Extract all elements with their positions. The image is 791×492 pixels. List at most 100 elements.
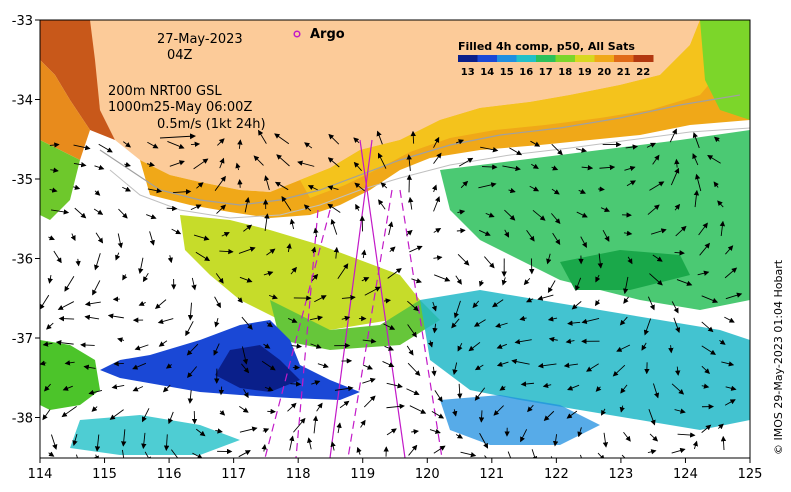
current-arrow: [433, 152, 442, 164]
current-arrow: [531, 163, 539, 169]
current-arrow: [577, 427, 583, 438]
current-arrow: [675, 225, 687, 237]
current-arrow: [473, 319, 486, 327]
current-arrow: [364, 286, 381, 296]
current-arrow: [595, 386, 602, 392]
current-arrow: [263, 343, 271, 349]
current-arrow: [243, 389, 249, 399]
current-arrow: [132, 362, 147, 370]
current-arrow: [142, 272, 149, 283]
current-arrow: [297, 160, 315, 167]
current-arrow: [509, 147, 523, 156]
current-vectors: [40, 128, 743, 458]
current-arrow: [701, 321, 714, 333]
current-arrow: [221, 232, 230, 237]
current-arrow: [303, 204, 312, 212]
current-arrow: [674, 158, 680, 168]
current-arrow: [641, 342, 647, 351]
current-arrow: [192, 452, 203, 458]
colorbar-swatches: [458, 55, 654, 62]
current-arrow: [327, 185, 339, 191]
current-arrow: [70, 233, 76, 242]
current-arrow: [580, 236, 587, 248]
current-arrow: [214, 317, 220, 328]
current-arrow: [619, 316, 628, 326]
current-arrow: [122, 274, 128, 281]
current-arrow: [508, 187, 516, 194]
current-arrow: [122, 186, 132, 192]
current-arrow: [581, 165, 594, 171]
current-arrow: [241, 363, 250, 374]
x-tick-label: 115: [92, 467, 117, 482]
current-arrow: [46, 322, 54, 330]
current-arrow: [310, 315, 324, 321]
current-arrow: [479, 433, 489, 449]
argo-marker-icon: [293, 30, 301, 38]
current-arrow: [496, 343, 508, 349]
current-arrow: [523, 277, 531, 286]
current-arrow: [214, 175, 226, 192]
current-arrow: [647, 449, 657, 455]
current-arrow: [53, 250, 62, 264]
current-arrow: [334, 385, 354, 392]
current-arrow: [337, 263, 349, 280]
y-axis: -33 -34 -35 -36 -37 -38: [12, 14, 40, 427]
y-tick-label: -33: [12, 14, 33, 29]
current-arrow: [537, 363, 557, 369]
x-tick-label: 120: [415, 467, 440, 482]
argo-label: Argo: [310, 27, 345, 42]
x-tick-label: 121: [479, 467, 504, 482]
current-arrow: [50, 209, 70, 215]
current-arrow: [409, 405, 427, 414]
current-arrow: [304, 142, 313, 149]
sst-south-scatter-2: [440, 395, 600, 445]
current-arrow: [40, 294, 50, 310]
current-arrow: [291, 343, 303, 349]
current-arrow: [671, 383, 685, 395]
current-arrow: [624, 165, 636, 172]
current-arrow: [75, 258, 81, 267]
current-arrow: [408, 196, 414, 210]
current-arrow: [481, 164, 498, 170]
current-arrow: [311, 273, 319, 281]
current-arrow: [98, 143, 113, 153]
current-arrow: [289, 218, 296, 230]
current-arrow: [602, 229, 610, 242]
current-arrow: [566, 410, 578, 419]
current-arrow: [147, 187, 163, 194]
current-arrow: [219, 157, 225, 169]
scale-arrow: [159, 133, 196, 140]
current-arrow: [154, 299, 167, 310]
current-arrow: [290, 266, 297, 275]
current-arrow: [165, 363, 172, 369]
current-arrow: [214, 296, 221, 309]
current-arrow: [707, 155, 721, 164]
current-arrow: [597, 186, 605, 192]
scale-label: 0.5m/s (1kt 24h): [157, 117, 266, 132]
current-arrow: [356, 446, 362, 455]
date-label: 27-May-2023: [157, 32, 243, 47]
current-arrow: [286, 243, 292, 253]
current-arrow: [193, 158, 209, 170]
sst-field: [40, 20, 750, 458]
current-arrow: [94, 190, 101, 196]
current-arrow: [58, 315, 75, 322]
colorbar-swatch: [555, 55, 576, 62]
current-arrow: [219, 409, 226, 416]
x-tick-label: 125: [738, 467, 763, 482]
current-arrow: [166, 205, 178, 212]
current-arrow: [526, 230, 535, 242]
current-arrow: [117, 337, 125, 343]
current-arrow: [195, 428, 206, 437]
current-arrow: [330, 441, 336, 451]
current-arrow: [264, 386, 274, 392]
current-arrow: [215, 273, 224, 284]
current-arrow: [408, 444, 418, 456]
current-arrow: [121, 429, 127, 447]
current-arrow: [411, 428, 419, 435]
current-arrow: [650, 228, 667, 235]
current-arrow: [724, 267, 738, 279]
current-arrow: [574, 277, 582, 292]
current-arrow: [576, 211, 588, 218]
current-arrow: [697, 270, 710, 276]
